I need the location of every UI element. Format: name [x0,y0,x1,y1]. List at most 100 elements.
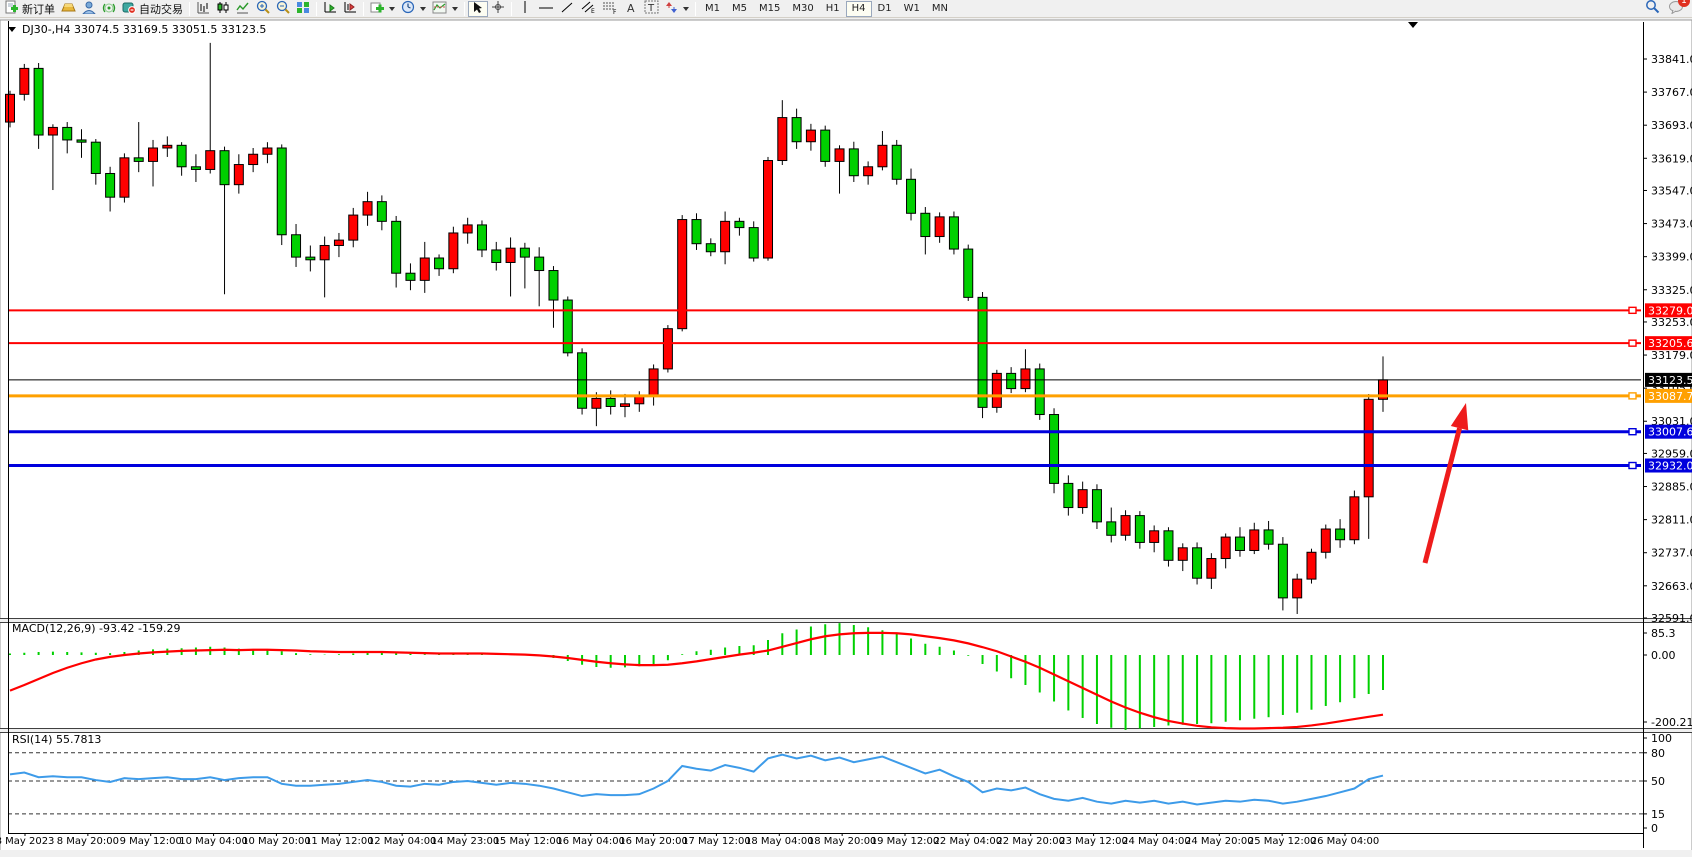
candle[interactable] [233,154,244,194]
chart-shift-button[interactable] [340,1,360,17]
zoom-in-button[interactable] [253,0,273,17]
tile-windows-button[interactable] [293,1,313,17]
candle[interactable] [176,142,187,176]
candle[interactable] [1234,527,1245,557]
candle[interactable] [591,392,602,427]
candle[interactable] [1034,363,1045,420]
candle[interactable] [262,142,273,164]
candle[interactable] [619,393,630,418]
candle[interactable] [291,224,302,267]
candle[interactable] [133,122,144,173]
periods-button[interactable] [398,0,429,17]
candle[interactable] [720,211,731,265]
candle[interactable] [777,100,788,165]
candle[interactable] [276,144,287,246]
candle[interactable] [877,131,888,171]
level-handle-marker[interactable] [1628,392,1637,400]
candle[interactable] [62,122,73,154]
candle[interactable] [19,63,30,101]
candle[interactable] [105,166,116,212]
candle[interactable] [1149,525,1160,553]
candle[interactable] [1249,522,1260,555]
candle[interactable] [848,141,859,182]
candle[interactable] [1063,475,1074,516]
candle[interactable] [1163,527,1174,567]
candle[interactable] [205,42,216,174]
crosshair-tool-button[interactable] [488,1,508,17]
chart-title-bar[interactable]: DJ30-,H4 33074.5 33169.5 33051.5 33123.5 [8,23,266,36]
candle[interactable] [1020,349,1031,393]
candle[interactable] [462,217,473,244]
search-button[interactable] [1645,0,1660,18]
candle[interactable] [562,296,573,357]
zoom-out-button[interactable] [273,0,293,17]
new-order-button[interactable]: 新订单 [2,0,58,17]
candle[interactable] [1220,533,1231,569]
timeframe-m15-button[interactable]: M15 [759,3,781,14]
candle[interactable] [1277,537,1288,611]
candle[interactable] [376,195,387,231]
timeframe-w1-button[interactable]: W1 [903,3,920,14]
candle[interactable] [1335,519,1346,548]
candle[interactable] [820,125,831,167]
candle[interactable] [419,241,430,293]
candle[interactable] [1349,490,1360,545]
horizontal-level-line[interactable]: 33205.6 [8,336,1692,351]
panel-separator[interactable] [0,618,1692,623]
arrows-tool-button[interactable] [662,1,692,17]
level-handle-marker[interactable] [1628,306,1637,315]
candle[interactable] [405,263,416,291]
text-tool-button[interactable]: A [621,1,641,17]
candle[interactable] [748,221,759,262]
cursor-tool-button[interactable] [468,0,488,17]
candle[interactable] [1049,408,1060,494]
timeframe-h4-button[interactable]: H4 [845,0,872,17]
candle[interactable] [1292,573,1303,614]
notifications-button[interactable]: 1 [1668,0,1690,18]
candle[interactable] [90,139,101,185]
candle[interactable] [219,146,230,295]
candle[interactable] [76,129,87,158]
candle[interactable] [763,156,774,261]
horizontal-level-line[interactable]: 33007.6 [8,424,1692,439]
templates-button[interactable] [429,1,461,17]
level-handle-marker[interactable] [1628,428,1637,436]
vertical-line-tool-button[interactable] [515,1,535,17]
candle[interactable] [448,226,459,274]
timeframe-m5-button[interactable]: M5 [732,3,747,14]
horizontal-line-tool-button[interactable] [535,1,557,17]
candle[interactable] [33,63,44,149]
candle[interactable] [47,124,58,191]
candle[interactable] [534,247,545,307]
candle[interactable] [691,213,702,250]
candle[interactable] [991,369,1002,413]
candle[interactable] [505,237,516,297]
auto-scroll-button[interactable] [320,1,340,17]
level-handle-marker[interactable] [1628,461,1637,470]
candle[interactable] [248,147,259,173]
candle[interactable] [1177,543,1188,572]
indicators-button[interactable] [367,1,398,17]
bar-chart-button[interactable] [193,1,213,17]
candle[interactable] [391,215,402,288]
deposit-button[interactable] [58,1,79,17]
fibonacci-tool-button[interactable]: F [599,1,621,17]
trendline-tool-button[interactable] [557,1,577,17]
text-label-tool-button[interactable]: T [641,0,662,17]
timeframe-d1-button[interactable]: D1 [877,3,892,14]
candle[interactable] [491,241,502,271]
panel-separator[interactable] [0,728,1692,733]
candle[interactable] [1306,548,1317,584]
timeframe-m1-button[interactable]: M1 [705,3,720,14]
candle[interactable] [1134,511,1145,549]
candle[interactable] [190,154,201,182]
candle[interactable] [963,244,974,301]
candle[interactable] [705,238,716,257]
timeframe-m30-button[interactable]: M30 [792,3,814,14]
candle[interactable] [805,123,816,151]
candle[interactable] [162,136,173,157]
candle[interactable] [863,161,874,185]
candle[interactable] [734,217,745,236]
candle[interactable] [834,145,845,194]
